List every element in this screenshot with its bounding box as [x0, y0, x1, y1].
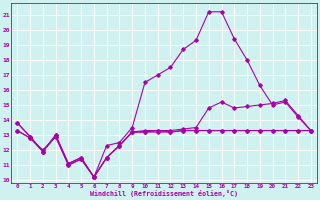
X-axis label: Windchill (Refroidissement éolien,°C): Windchill (Refroidissement éolien,°C) [90, 190, 238, 197]
